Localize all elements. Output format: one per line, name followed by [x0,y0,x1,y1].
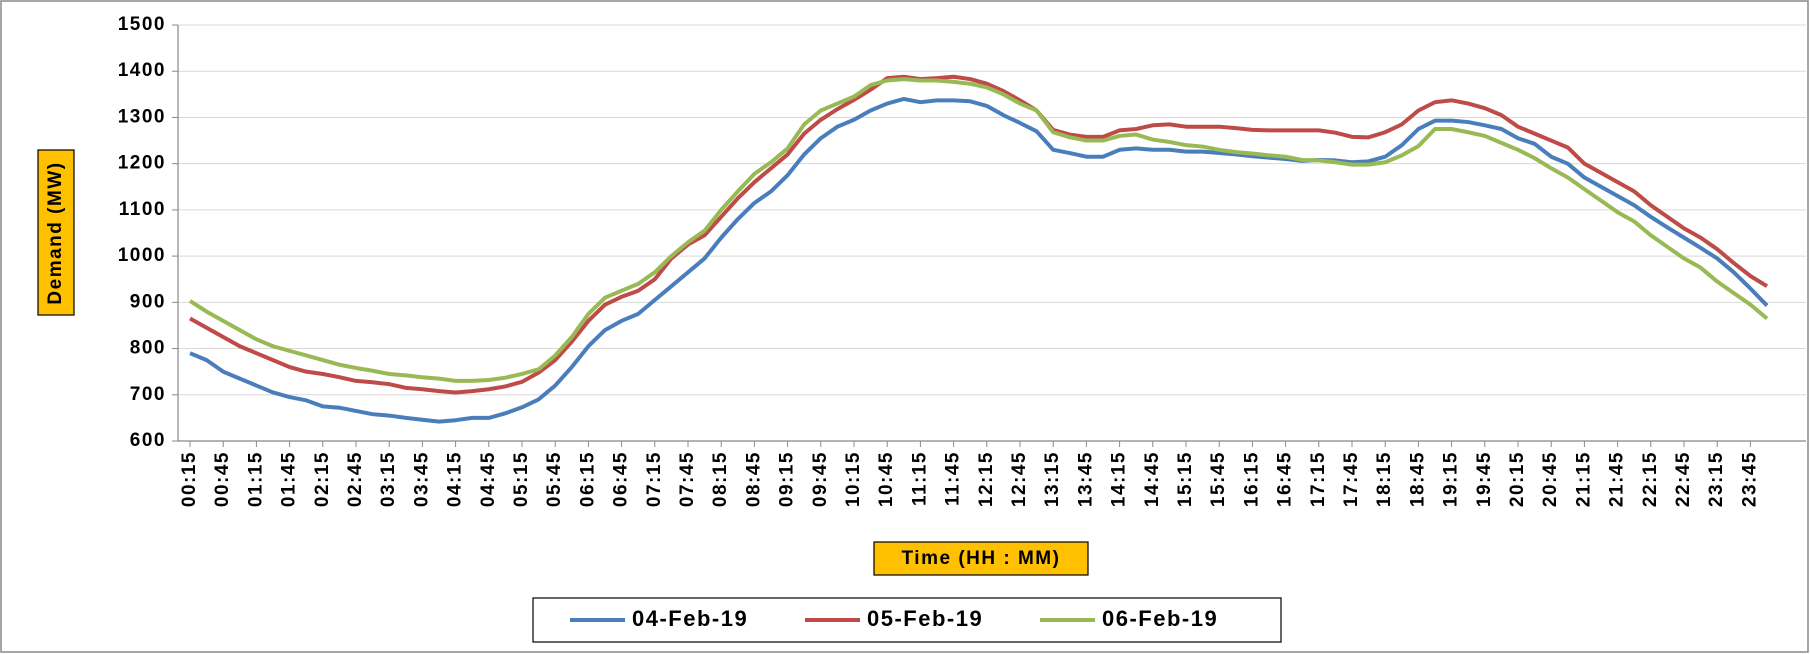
x-tick-label: 09:15 [777,451,798,507]
y-title-bg [37,149,75,316]
x-tick-label: 07:15 [644,451,665,507]
x-tick-label: 04:15 [445,451,466,507]
x-tick-label: 13:15 [1042,451,1063,507]
x-tick-label: 14:45 [1142,451,1163,507]
x-tick-label: 23:15 [1706,451,1727,507]
x-axis-title: Time (HH : MM) [902,548,1061,569]
series-line [189,96,1769,424]
x-title-box: Time (HH : MM) [873,541,1089,576]
y-tick-label: 700 [130,384,166,405]
x-tick-label: 01:15 [245,451,266,507]
x-tick-label: 03:15 [378,451,399,507]
x-tick-label: 20:45 [1540,451,1561,507]
x-tick-label: 21:15 [1573,451,1594,507]
y-tick-label: 1500 [118,14,166,35]
x-tick-label: 16:45 [1275,451,1296,507]
x-tick-label: 15:15 [1175,451,1196,507]
x-tick-label: 08:15 [710,451,731,507]
x-tick-label: 06:45 [611,451,632,507]
x-tick-label: 02:15 [312,451,333,507]
x-tick-label: 18:15 [1374,451,1395,507]
x-tick-label: 00:45 [212,451,233,507]
x-tick-label: 21:45 [1607,451,1628,507]
x-tick-label: 05:15 [511,451,532,507]
y-tick-label: 600 [130,430,166,451]
x-tick-label: 12:15 [976,451,997,507]
series-line [189,74,1769,395]
x-tick-label: 04:45 [478,451,499,507]
x-tick-label: 11:45 [943,451,964,506]
x-tick-label: 12:45 [1009,451,1030,507]
x-tick-label: 10:45 [876,451,897,507]
x-tick-label: 18:45 [1407,451,1428,507]
legend-label: 06-Feb-19 [1102,606,1218,631]
y-axis-title: Demand (MW) [45,161,66,304]
y-tick-label: 800 [130,338,166,359]
x-tick-label: 22:15 [1640,451,1661,507]
x-tick-label: 01:45 [279,451,300,507]
y-tick-label: 1300 [118,106,166,127]
x-tick-label: 19:45 [1474,451,1495,507]
x-tick-label: 22:45 [1673,451,1694,507]
legend-label: 05-Feb-19 [867,606,983,631]
x-tick-label: 05:45 [544,451,565,507]
legend-label: 04-Feb-19 [632,606,748,631]
x-tick-label: 15:45 [1208,451,1229,507]
y-tick-label: 1400 [118,60,166,81]
x-tick-label: 10:15 [843,451,864,507]
y-title-box: Demand (MW) [37,149,75,316]
legend-box [532,597,1282,643]
x-tick-label: 00:15 [179,451,200,507]
x-tick-label: 13:45 [1075,451,1096,507]
x-tick-label: 19:15 [1441,451,1462,507]
x-title-bg [873,541,1089,576]
x-tick-label: 14:15 [1109,451,1130,507]
x-tick-label: 06:15 [577,451,598,507]
x-tick-label: 07:45 [677,451,698,507]
series-line [188,77,1769,383]
x-tick-label: 11:15 [909,451,930,506]
x-tick-label: 08:45 [743,451,764,507]
x-tick-label: 17:45 [1341,451,1362,507]
y-tick-label: 1200 [118,153,166,174]
y-tick-label: 900 [130,291,166,312]
x-tick-label: 03:45 [411,451,432,507]
x-tick-label: 17:15 [1308,451,1329,507]
y-tick-label: 1100 [119,199,166,220]
x-tick-label: 20:15 [1507,451,1528,507]
x-tick-label: 02:45 [345,451,366,507]
x-tick-label: 23:45 [1739,451,1760,507]
y-tick-label: 1000 [118,245,166,266]
x-tick-label: 09:45 [810,451,831,507]
x-tick-label: 16:15 [1241,451,1262,507]
